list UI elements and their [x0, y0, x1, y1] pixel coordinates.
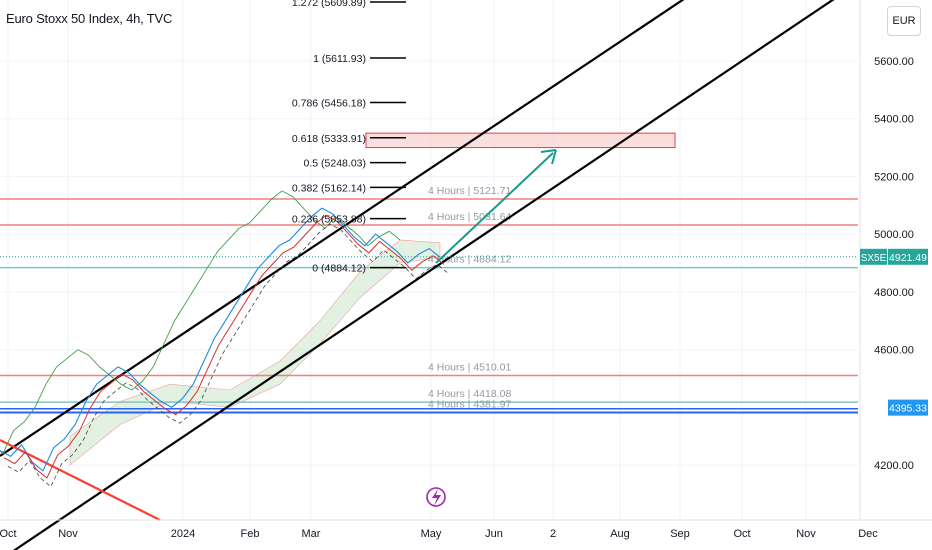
x-tick-12: Dec: [858, 528, 878, 540]
x-tick-10: Oct: [733, 528, 750, 540]
fib-label-7: 0 (4884.12): [312, 263, 366, 275]
y-tick-6: 4200.00: [874, 460, 914, 472]
x-tick-1: Nov: [58, 528, 78, 540]
fib-label-3: 0.618 (5333.91): [292, 133, 366, 145]
x-tick-0: Oct: [0, 528, 17, 540]
channel-lower-line: [12, 0, 835, 550]
y-tick-2: 5200.00: [874, 171, 914, 183]
price-line: [0, 207, 441, 472]
level-label-5: 4 Hours | 4381.97: [428, 398, 511, 410]
y-axis[interactable]: 5600.00 5400.00 5200.00 5000.00 4800.00 4600.…: [859, 0, 914, 520]
lightning-logo-icon[interactable]: [426, 487, 446, 507]
x-tick-8: Aug: [610, 528, 630, 540]
chart-title: Euro Stoxx 50 Index, 4h, TVC: [6, 11, 173, 26]
fib-label-2: 0.786 (5456.18): [292, 98, 366, 110]
fib-label-5: 0.382 (5162.14): [292, 182, 366, 194]
arrow-head: [540, 149, 557, 165]
x-tick-4: Mar: [302, 528, 321, 540]
x-tick-7: 2: [550, 528, 556, 540]
fib-label-6: 0.236 (5053.88): [292, 214, 366, 226]
projection-arrow[interactable]: [435, 149, 557, 264]
x-tick-5: May: [421, 528, 442, 540]
fib-label-4: 0.5 (5248.03): [304, 158, 366, 170]
fib-label-1: 1 (5611.93): [313, 53, 366, 65]
y-tick-0: 5600.00: [874, 56, 914, 68]
chart-grid: [0, 0, 858, 520]
price-badges: SX5E 4921.49 4395.33: [0, 248, 928, 416]
x-tick-2: 2024: [171, 528, 195, 540]
tenkan-line: [3, 214, 445, 479]
symbol-badge-text: SX5E: [861, 253, 887, 264]
y-tick-4: 4800.00: [874, 287, 914, 299]
symbol-badge: [860, 248, 887, 265]
fib-levels[interactable]: 1.272 (5609.89) 1 (5611.93) 0.786 (5456.18…: [292, 0, 406, 275]
kijun-line: [7, 223, 449, 488]
last-price-badge: [888, 248, 928, 265]
y-tick-3: 5000.00: [874, 229, 914, 241]
horizontal-levels: 4 Hours | 5121.71 4 Hours | 5031.64 4 Hour…: [0, 185, 858, 414]
support-price-badge-text: 4395.33: [889, 403, 927, 415]
x-tick-11: Nov: [796, 528, 816, 540]
last-price-badge-text: 4921.49: [889, 252, 927, 264]
chikou-line: [0, 190, 401, 455]
target-zone-rect: [365, 132, 676, 149]
x-tick-6: Jun: [485, 528, 503, 540]
logo-bolt: [432, 489, 441, 506]
target-zone[interactable]: [365, 132, 676, 149]
y-tick-1: 5400.00: [874, 114, 914, 126]
x-axis[interactable]: Oct Nov 2024 Feb Mar May Jun 2 Aug Sep Oct Nov Dec: [0, 519, 932, 540]
level-label-3: 4 Hours | 4510.01: [428, 362, 511, 374]
level-label-2: 4 Hours | 4884.12: [428, 254, 511, 266]
price-series: [0, 190, 449, 488]
y-tick-5: 4600.00: [874, 345, 914, 357]
currency-button[interactable]: EUR: [887, 6, 921, 36]
support-price-badge: [888, 399, 928, 416]
arrow-shaft: [435, 152, 554, 264]
x-tick-9: Sep: [670, 528, 690, 540]
x-tick-3: Feb: [241, 528, 260, 540]
trend-channel[interactable]: [0, 0, 840, 550]
level-label-4: 4 Hours | 4418.08: [428, 388, 511, 400]
level-label-0: 4 Hours | 5121.71: [428, 185, 511, 197]
level-label-1: 4 Hours | 5031.64: [428, 211, 511, 223]
fib-label-0: 1.272 (5609.89): [292, 0, 366, 9]
